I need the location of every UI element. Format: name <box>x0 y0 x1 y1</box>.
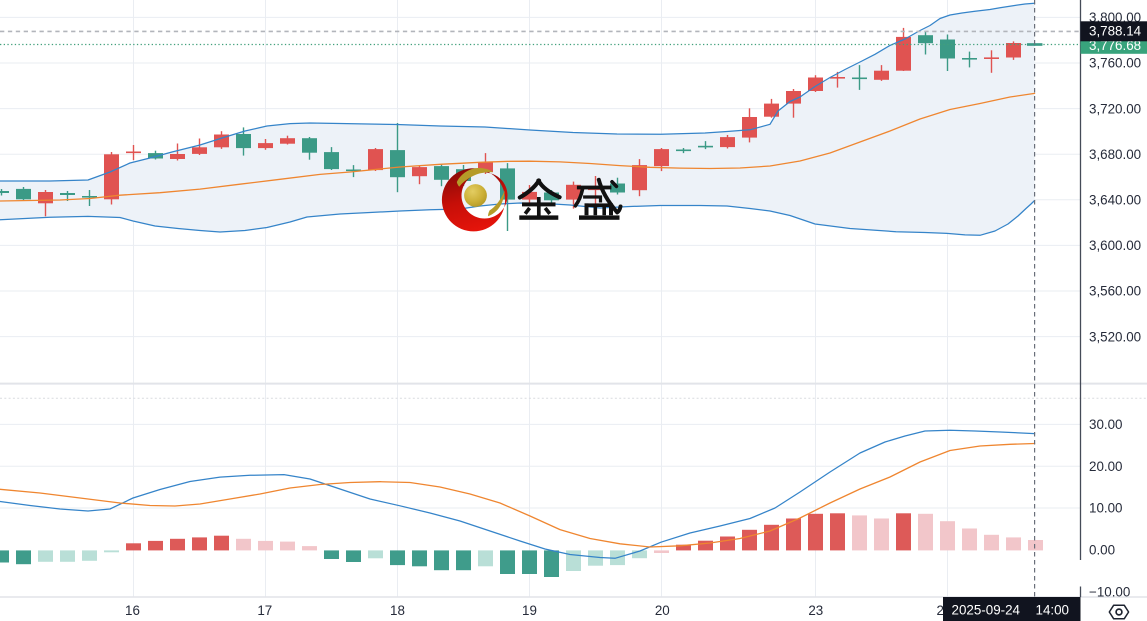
svg-text:30.00: 30.00 <box>1089 417 1123 432</box>
svg-text:3,760.00: 3,760.00 <box>1089 56 1141 71</box>
svg-text:20: 20 <box>655 603 670 618</box>
svg-text:3,720.00: 3,720.00 <box>1089 101 1141 116</box>
svg-text:3,776.68: 3,776.68 <box>1089 38 1141 53</box>
svg-text:17: 17 <box>257 603 272 618</box>
svg-text:23: 23 <box>808 603 823 618</box>
svg-text:0.00: 0.00 <box>1089 543 1115 558</box>
svg-text:3,520.00: 3,520.00 <box>1089 329 1141 344</box>
svg-text:16: 16 <box>125 603 140 618</box>
svg-text:20.00: 20.00 <box>1089 459 1123 474</box>
svg-text:19: 19 <box>522 603 537 618</box>
svg-text:10.00: 10.00 <box>1089 501 1123 516</box>
svg-text:3,600.00: 3,600.00 <box>1089 238 1141 253</box>
svg-text:3,680.00: 3,680.00 <box>1089 147 1141 162</box>
svg-text:18: 18 <box>390 603 405 618</box>
svg-text:3,788.14: 3,788.14 <box>1089 24 1142 39</box>
svg-text:3,560.00: 3,560.00 <box>1089 284 1141 299</box>
svg-text:−10.00: −10.00 <box>1089 584 1130 599</box>
svg-text:2025-09-24: 2025-09-24 <box>952 602 1021 617</box>
svg-text:3,640.00: 3,640.00 <box>1089 193 1141 208</box>
svg-text:14:00: 14:00 <box>1036 602 1070 617</box>
